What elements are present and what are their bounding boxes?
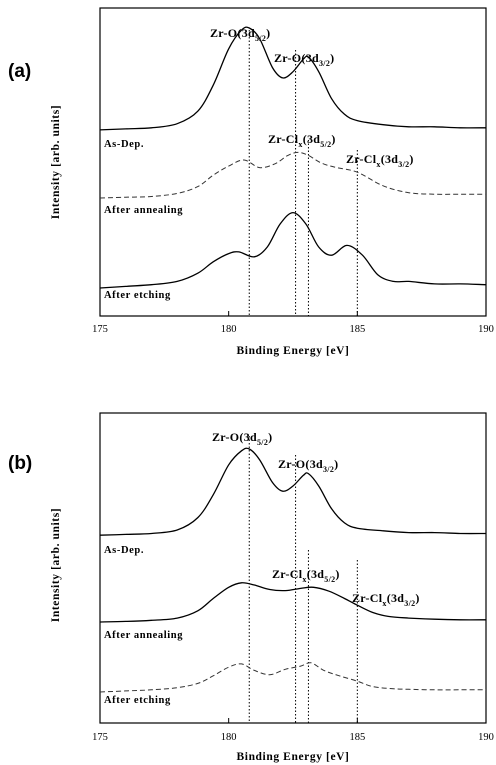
panel-a-curve-label-after-annealing: After annealing — [104, 205, 183, 216]
panel-a-peak-label-zro-3-2: Zr-O(3d3/2) — [274, 51, 334, 68]
panel-a-y-axis-title: Intensity [arb. units] — [50, 105, 62, 219]
panel-a-curve-after-annealing — [99, 151, 486, 199]
panel-b-curve-label-after-annealing: After annealing — [104, 630, 183, 641]
panel-b-tag: (b) — [8, 453, 32, 474]
panel-b-curve-label-as-dep: As-Dep. — [104, 545, 144, 556]
panel-b-chart: (b) Intensity [arb. units] Binding Energ… — [8, 412, 494, 763]
panel-a-curve-label-as-dep: As-Dep. — [104, 139, 144, 150]
panel-a-x-tick-label: 175 — [92, 324, 108, 335]
panel-b-x-tick-label: 190 — [478, 732, 494, 743]
panel-b-peak-label-zro-3-2: Zr-O(3d3/2) — [278, 457, 338, 474]
panel-b-peak-label-zrcl-5-2: Zr-Clx(3d5/2) — [272, 567, 340, 584]
panel-a-peak-label-zrcl-5-2: Zr-Clx(3d5/2) — [268, 132, 336, 149]
panel-a-x-axis-title: Binding Energy [eV] — [237, 345, 350, 357]
panel-b-y-axis-title: Intensity [arb. units] — [50, 508, 62, 622]
panel-b-x-tick-label: 180 — [221, 732, 237, 743]
panel-b-curves — [99, 447, 487, 693]
panel-a-curve-label-after-etching: After etching — [104, 290, 171, 301]
panel-b-peak-label-zrcl-3-2: Zr-Clx(3d3/2) — [352, 591, 420, 608]
panel-b-curve-after-etching — [99, 662, 486, 693]
panel-a-x-ticks: 175 180 185 190 — [92, 311, 494, 335]
panel-a-peak-label-zrcl-3-2: Zr-Clx(3d3/2) — [346, 152, 414, 169]
panel-a-peak-label-zro-5-2: Zr-O(3d5/2) — [210, 26, 270, 43]
panel-a-reference-lines — [248, 30, 358, 316]
panel-a-curve-after-etching — [99, 211, 487, 289]
panel-a-x-tick-label: 190 — [478, 324, 494, 335]
panel-a-plot-frame — [99, 7, 487, 317]
panel-b-plot-frame — [99, 412, 487, 724]
panel-b-curve-after-annealing — [99, 582, 487, 623]
panel-a-curve-as-dep — [99, 26, 487, 131]
panel-b-x-axis-title: Binding Energy [eV] — [237, 751, 350, 763]
panel-b-curve-label-after-etching: After etching — [104, 695, 171, 706]
panel-b-x-tick-label: 185 — [349, 732, 365, 743]
panel-a-tag: (a) — [8, 61, 31, 82]
panel-a-x-tick-label: 185 — [349, 324, 365, 335]
panel-b-x-tick-label: 175 — [92, 732, 108, 743]
panel-a-chart: (a) Intensity [arb. units] Binding Energ… — [8, 7, 494, 357]
panel-a-curves — [99, 26, 487, 289]
panel-a-x-tick-label: 180 — [221, 324, 237, 335]
panel-b-x-ticks: 175 180 185 190 — [92, 718, 494, 743]
panel-b-curve-as-dep — [99, 447, 487, 536]
panel-b-peak-label-zro-5-2: Zr-O(3d5/2) — [212, 430, 272, 447]
